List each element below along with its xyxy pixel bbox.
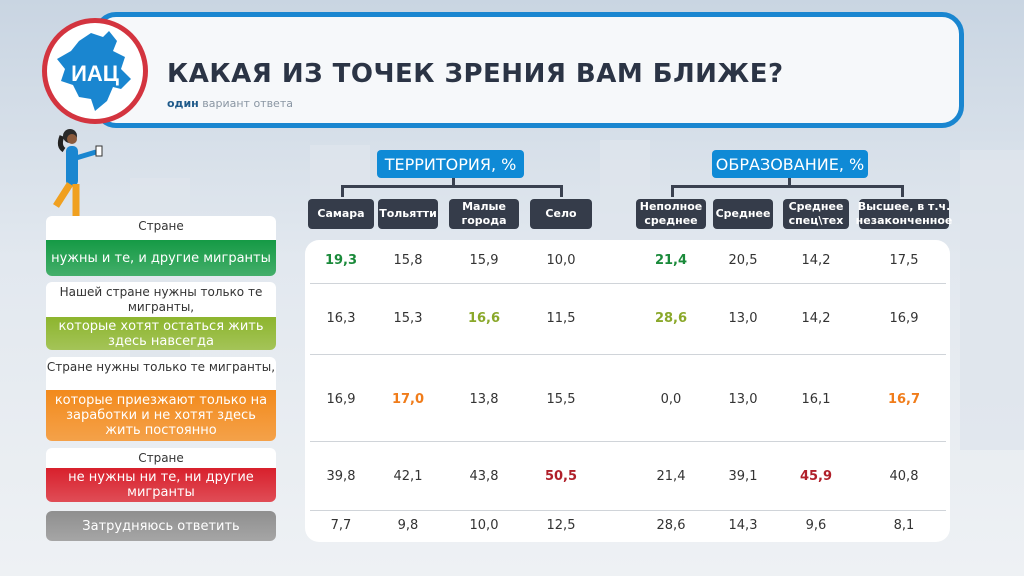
answer-option: Затрудняюсь ответить [46,511,276,541]
logo: ИАЦ [42,18,148,124]
answer-prefix: Стране [138,451,184,465]
bracket [671,178,904,197]
column-header: Неполное среднее [636,199,706,229]
table-cell: 0,0 [660,392,682,407]
table-cell: 39,1 [728,469,758,484]
question-header: КАКАЯ ИЗ ТОЧЕК ЗРЕНИЯ ВАМ БЛИЖЕ? один ва… [94,12,964,128]
subtitle-rest: вариант ответа [198,97,293,110]
column-header: Среднее [713,199,773,229]
column-header: Малые города [449,199,519,229]
column-header: Село [530,199,592,229]
group-territory: ТЕРРИТОРИЯ, % [377,150,524,178]
table-cell: 15,9 [469,253,499,268]
column-header: Тольятти [378,199,438,229]
answer-highlight: которые приезжают только на заработки и … [46,390,276,441]
data-table [305,240,950,542]
table-cell: 16,9 [889,311,919,326]
bracket [341,178,563,197]
group-education: ОБРАЗОВАНИЕ, % [712,150,868,178]
table-cell: 11,5 [546,311,576,326]
table-cell: 8,1 [893,518,915,533]
table-cell: 50,5 [544,469,578,484]
table-cell: 16,3 [326,311,356,326]
table-cell: 20,5 [728,253,758,268]
svg-text:ИАЦ: ИАЦ [71,61,119,86]
table-cell: 9,8 [397,518,419,533]
table-cell: 16,6 [467,311,501,326]
answer-highlight: которые хотят остаться жить здесь навсег… [46,317,276,350]
table-cell: 21,4 [654,253,688,268]
answer-highlight: Затрудняюсь ответить [46,511,276,541]
table-cell: 17,5 [889,253,919,268]
table-cell: 12,5 [546,518,576,533]
table-cell: 19,3 [324,253,358,268]
table-cell: 40,8 [889,469,919,484]
table-cell: 16,1 [801,392,831,407]
answer-prefix: Стране нужны только те мигранты, [46,360,276,374]
person-illustration [53,129,103,216]
region-map-icon: ИАЦ [57,31,131,111]
answer-option: Нашей стране нужны только те мигранты, ко… [46,282,276,350]
table-cell: 15,5 [546,392,576,407]
row-divider [310,283,946,284]
answer-prefix: Нашей стране нужны только те мигранты, [59,285,263,314]
answer-option: Стране нужны и те, и другие мигранты [46,216,276,276]
table-cell: 16,9 [326,392,356,407]
table-cell: 45,9 [799,469,833,484]
table-cell: 15,3 [393,311,423,326]
table-cell: 28,6 [656,518,686,533]
table-cell: 7,7 [330,518,352,533]
table-cell: 14,2 [801,311,831,326]
row-divider [310,441,946,442]
table-cell: 42,1 [393,469,423,484]
answer-prefix: Стране [138,219,184,233]
table-cell: 43,8 [469,469,499,484]
row-divider [310,354,946,355]
column-header: Среднее спец\тех [783,199,849,229]
answer-highlight: нужны и те, и другие мигранты [46,240,276,276]
page-title: КАКАЯ ИЗ ТОЧЕК ЗРЕНИЯ ВАМ БЛИЖЕ? [167,59,784,89]
table-cell: 28,6 [654,311,688,326]
table-cell: 14,3 [728,518,758,533]
table-cell: 13,8 [469,392,499,407]
table-cell: 9,6 [805,518,827,533]
column-header: Высшее, в т.ч. незаконченное [855,199,953,229]
subtitle-bold: один [167,97,199,110]
table-cell: 39,8 [326,469,356,484]
table-cell: 16,7 [887,392,921,407]
table-cell: 10,0 [546,253,576,268]
answer-option: Стране нужны только те мигранты, которые … [46,357,276,441]
column-header: Самара [308,199,374,229]
table-cell: 13,0 [728,311,758,326]
table-cell: 17,0 [391,392,425,407]
table-cell: 15,8 [393,253,423,268]
subtitle: один вариант ответа [167,97,293,110]
table-cell: 10,0 [469,518,499,533]
table-cell: 14,2 [801,253,831,268]
table-cell: 21,4 [656,469,686,484]
row-divider [310,510,946,511]
table-cell: 13,0 [728,392,758,407]
answer-option: Стране не нужны ни те, ни другие мигранты [46,448,276,502]
answer-highlight: не нужны ни те, ни другие мигранты [46,468,276,502]
